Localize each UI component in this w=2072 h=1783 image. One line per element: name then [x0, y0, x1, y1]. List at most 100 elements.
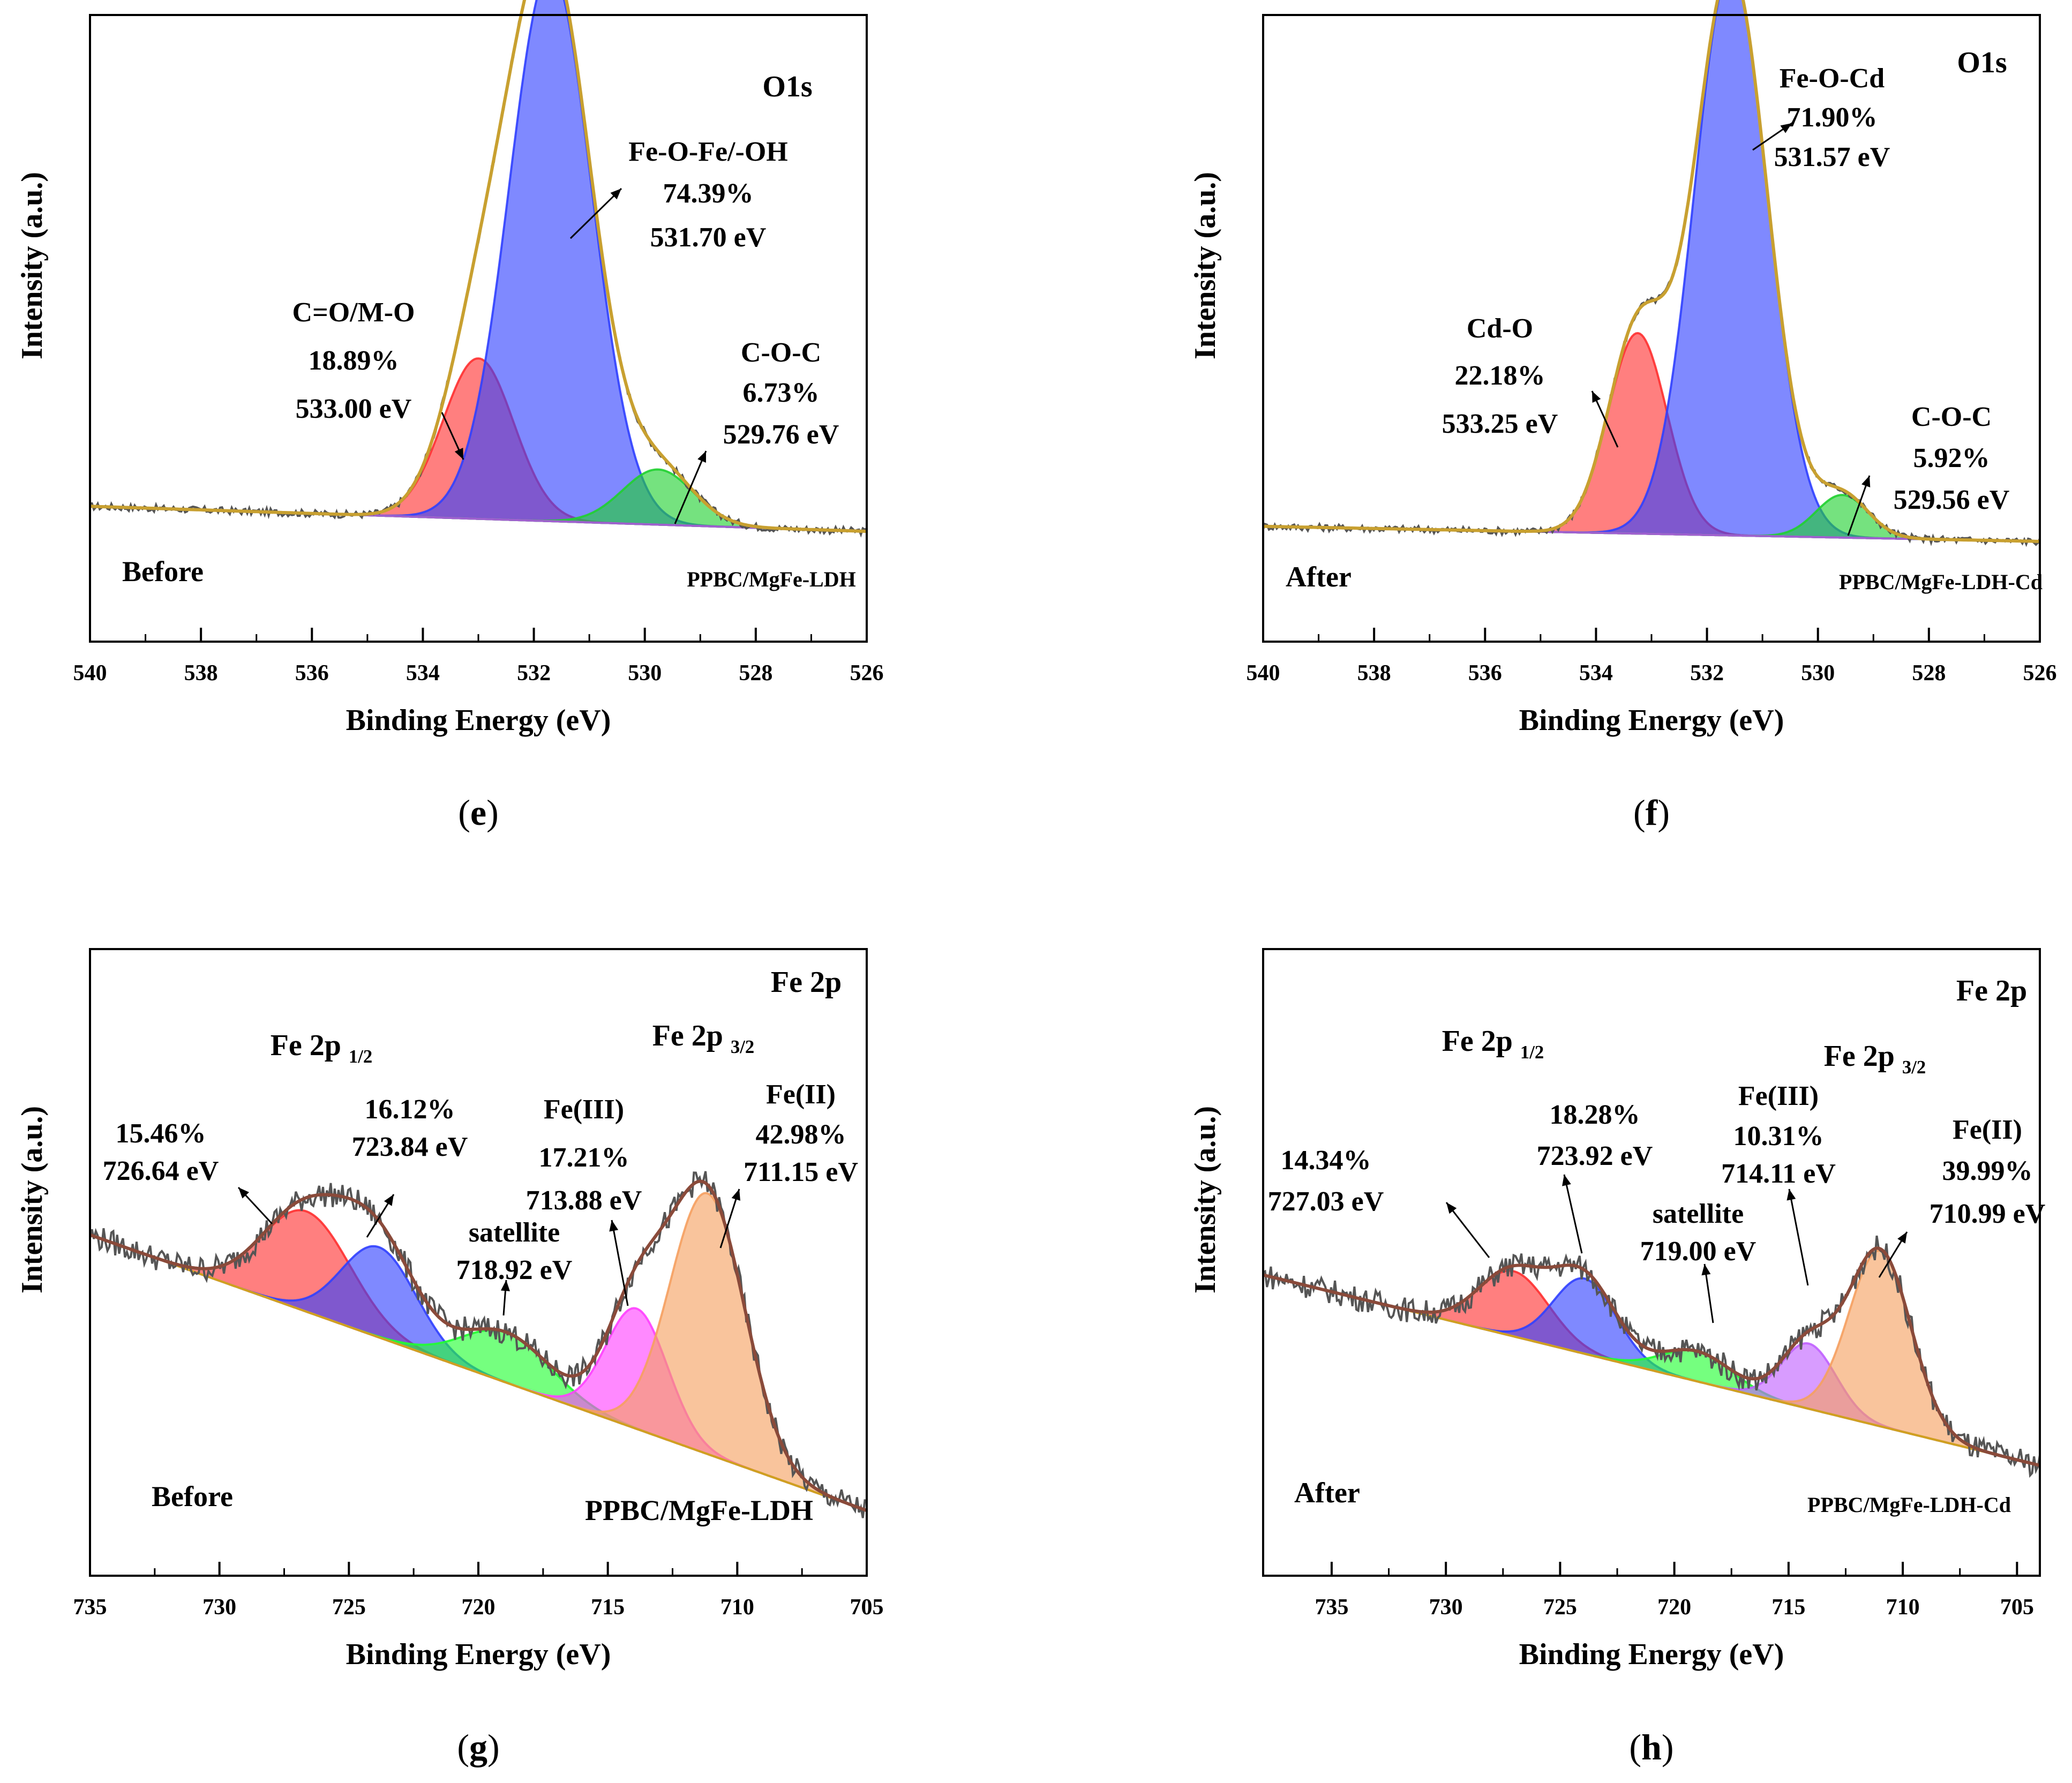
- annotation-g-5-line-1: 17.21%: [539, 1142, 629, 1173]
- annotation-f-1-line-2: 531.57 eV: [1774, 142, 1890, 172]
- panel-tag-h: (h): [1629, 1727, 1673, 1767]
- fit-envelope-f: [1263, 0, 2040, 543]
- sample-label-h: PPBC/MgFe-LDH-Cd: [1807, 1493, 2011, 1517]
- baseline-g: [89, 1233, 867, 1512]
- state-label-h: After: [1294, 1477, 1360, 1509]
- arrowhead-g-3: [384, 1194, 394, 1206]
- y-axis-title-h: Intensity (a.u.): [1189, 1106, 1222, 1293]
- x-tick-label-h-4: 715: [1771, 1595, 1805, 1620]
- x-tick-label-f-0: 540: [1247, 661, 1280, 686]
- annotation-h-3-line-0: 18.28%: [1550, 1100, 1640, 1130]
- x-tick-label-h-6: 705: [2000, 1595, 2034, 1620]
- y-axis-title-f: Intensity (a.u.): [1189, 172, 1222, 359]
- arrowhead-h-3: [1562, 1175, 1571, 1186]
- y-axis-title-e: Intensity (a.u.): [16, 172, 49, 359]
- x-axis-title-e: Binding Energy (eV): [346, 704, 611, 737]
- annotation-f-2-line-0: C-O-C: [1911, 402, 1992, 432]
- annotation-g-5-line-0: Fe(III): [544, 1094, 624, 1125]
- x-tick-label-g-5: 710: [720, 1595, 754, 1620]
- arrowhead-g-6: [731, 1189, 741, 1201]
- plot-frame-e: [89, 14, 868, 643]
- annotation-g-3-line-0: 16.12%: [365, 1094, 455, 1125]
- annotation-h-6-line-2: 710.99 eV: [1930, 1199, 2046, 1229]
- arrow-e-1: [569, 187, 622, 239]
- annotation-h-4-line-0: satellite: [1653, 1199, 1744, 1229]
- annotation-h-1: Fe 2p 3/2: [1824, 1040, 1926, 1078]
- annotation-h-5-line-2: 714.11 eV: [1721, 1158, 1836, 1189]
- sample-label-g: PPBC/MgFe-LDH: [585, 1494, 813, 1526]
- sample-label-e: PPBC/MgFe-LDH: [687, 567, 856, 591]
- state-label-f: After: [1286, 561, 1352, 593]
- x-tick-label-g-3: 720: [462, 1595, 496, 1620]
- panel-tag-g: (g): [457, 1727, 499, 1767]
- plot-frame-f: [1262, 14, 2041, 643]
- annotation-g-6-line-1: 42.98%: [756, 1119, 846, 1150]
- annotation-h-6-line-1: 39.99%: [1942, 1156, 2033, 1186]
- x-tick-label-e-7: 526: [850, 661, 884, 686]
- fit-envelope-h: [1263, 1246, 2040, 1468]
- x-tick-label-f-5: 530: [1801, 661, 1835, 686]
- annotation-h-4-line-1: 719.00 eV: [1640, 1236, 1756, 1267]
- arrow-e-2: [674, 450, 707, 524]
- annotation-e-0-line-0: C=O/M-O: [292, 297, 415, 328]
- chart-panel-f: 540 538 536 534 532 530 528 526 Binding Energy (…: [1189, 0, 2057, 833]
- state-label-e: Before: [122, 555, 204, 588]
- arrowhead-e-2: [697, 451, 706, 463]
- annotation-g-0: Fe 2p 1/2: [271, 1029, 373, 1067]
- annotation-e-0-line-1: 18.89%: [309, 345, 399, 376]
- annotation-h-3-line-1: 723.92 eV: [1537, 1141, 1653, 1171]
- x-tick-label-g-6: 705: [850, 1595, 884, 1620]
- x-tick-label-h-0: 735: [1315, 1595, 1348, 1620]
- x-tick-label-f-7: 526: [2023, 661, 2057, 686]
- annotation-f-0-line-2: 533.25 eV: [1442, 409, 1558, 439]
- x-tick-label-h-3: 720: [1657, 1595, 1691, 1620]
- x-axis-title-g: Binding Energy (eV): [346, 1638, 611, 1671]
- x-tick-label-h-2: 725: [1543, 1595, 1577, 1620]
- x-tick-label-h-5: 710: [1886, 1595, 1920, 1620]
- annotation-h-2-line-0: 14.34%: [1281, 1145, 1371, 1176]
- x-tick-label-e-3: 534: [406, 661, 440, 686]
- x-tick-label-e-5: 530: [628, 661, 662, 686]
- x-tick-label-f-4: 532: [1690, 661, 1724, 686]
- panel-tag-f: (f): [1633, 792, 1670, 833]
- annotation-g-2-line-1: 726.64 eV: [103, 1156, 219, 1186]
- fit-envelope-e: [89, 0, 867, 533]
- annotation-h-6-line-0: Fe(II): [1953, 1115, 2022, 1145]
- x-tick-label-e-4: 532: [517, 661, 551, 686]
- arrowhead-h-4: [1701, 1264, 1711, 1276]
- spectrum-label-h: Fe 2p: [1956, 974, 2027, 1007]
- annotation-h-5-line-0: Fe(III): [1738, 1081, 1819, 1111]
- annotation-g-4-line-1: 718.92 eV: [456, 1255, 573, 1285]
- fit-envelope-g: [89, 1179, 868, 1513]
- sample-label-f: PPBC/MgFe-LDH-Cd: [1839, 570, 2043, 594]
- annotation-h-0: Fe 2p 1/2: [1442, 1025, 1544, 1063]
- arrow-h-5: [1788, 1188, 1809, 1286]
- annotation-e-1-line-1: 74.39%: [663, 178, 754, 209]
- annotation-f-2-line-1: 5.92%: [1913, 443, 1990, 473]
- annotation-e-0-line-2: 533.00 eV: [296, 394, 412, 424]
- arrowhead-e-1: [610, 189, 621, 200]
- annotation-e-1-line-2: 531.70 eV: [650, 222, 767, 253]
- x-axis-title-f: Binding Energy (eV): [1519, 704, 1784, 737]
- state-label-g: Before: [152, 1480, 233, 1513]
- spectrum-label-e: O1s: [762, 70, 812, 103]
- annotation-g-5-line-2: 713.88 eV: [526, 1185, 642, 1216]
- annotation-g-2-line-0: 15.46%: [116, 1118, 206, 1149]
- x-tick-label-e-6: 528: [739, 661, 772, 686]
- annotation-g-3-line-1: 723.84 eV: [352, 1132, 468, 1162]
- annotation-g-4-line-0: satellite: [469, 1217, 560, 1248]
- arrowhead-f-1: [1780, 123, 1792, 133]
- annotation-g-6-line-0: Fe(II): [766, 1079, 836, 1110]
- x-tick-label-e-2: 536: [295, 661, 329, 686]
- annotation-g-1: Fe 2p 3/2: [652, 1019, 755, 1057]
- x-tick-label-g-4: 715: [591, 1595, 625, 1620]
- y-axis-title-g: Intensity (a.u.): [16, 1106, 49, 1293]
- arrowhead-g-2: [238, 1187, 250, 1199]
- chart-panel-e: 540 538 536 534 532 530 528 526 Binding Energy (…: [16, 0, 884, 833]
- spectrum-label-g: Fe 2p: [771, 966, 842, 999]
- annotation-f-1-line-1: 71.90%: [1787, 102, 1878, 133]
- x-tick-label-f-1: 538: [1357, 661, 1391, 686]
- annotation-e-2-line-1: 6.73%: [743, 378, 820, 408]
- x-tick-label-f-3: 534: [1579, 661, 1613, 686]
